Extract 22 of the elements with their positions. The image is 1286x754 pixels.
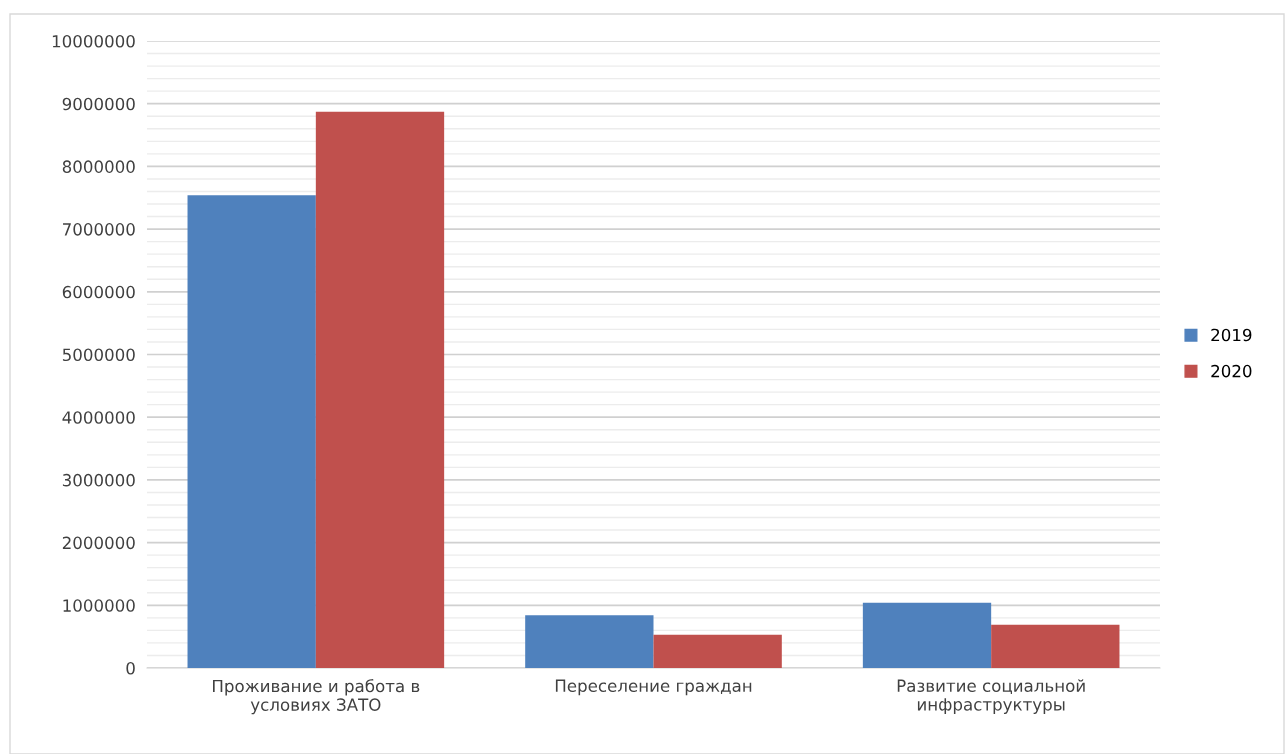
y-tick-label: 3000000 (62, 473, 135, 487)
bar (525, 615, 654, 668)
bar (991, 624, 1120, 668)
y-tick-label: 8000000 (62, 160, 135, 173)
y-tick-label: 7000000 (63, 223, 135, 236)
bar (862, 602, 992, 668)
y-tick-label: 1000000 (63, 599, 135, 612)
x-tick-label: Проживание и работа в условиях ЗАТО (213, 679, 420, 715)
y-tick-label: 2000000 (62, 536, 135, 550)
legend-label: 2020 (1211, 364, 1252, 378)
y-tick-label: 4000000 (62, 411, 135, 424)
y-tick-label: 0 (126, 661, 135, 675)
bar (315, 111, 445, 668)
bar (187, 195, 316, 668)
y-tick-label: 9000000 (62, 97, 135, 111)
bar (653, 634, 782, 668)
y-tick-label: 5000000 (62, 348, 135, 362)
y-tick-label: 10000000 (52, 34, 135, 48)
x-tick-label: Переселение граждан (555, 679, 752, 696)
y-tick-label: 6000000 (62, 285, 135, 299)
x-tick-label: Развитие социальной инфраструктуры (897, 679, 1085, 714)
legend-label: 2019 (1211, 328, 1252, 342)
